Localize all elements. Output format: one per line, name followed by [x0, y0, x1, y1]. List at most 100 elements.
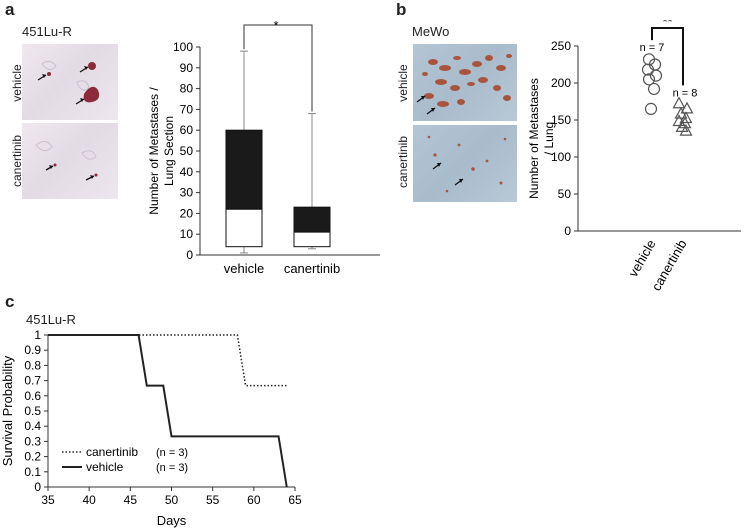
km-curve-canertinib: [48, 334, 287, 387]
micrograph-b-canertinib: [413, 125, 517, 202]
box-lower-canertinib: [293, 231, 331, 248]
x-tick-label: 55: [206, 493, 220, 507]
y-tick-label: 80: [180, 82, 194, 96]
stain-spot: [88, 62, 96, 70]
arrow-icon: [75, 98, 85, 105]
y-tick-label: 0.6: [24, 389, 41, 403]
panel-a-letter: a: [5, 0, 15, 19]
legend-n-vehicle: (n = 3): [156, 462, 188, 474]
label-a-canertinib: canertinib: [10, 134, 24, 188]
box-upper-canertinib: [293, 206, 331, 233]
significance-bracket-a: [243, 24, 313, 112]
y-tick-label: 30: [180, 186, 194, 200]
y-tick-label: 50: [558, 187, 572, 201]
panel-b-letter: b: [396, 0, 407, 19]
y-tick-label: 0.7: [24, 374, 41, 388]
y-tick-label: 0: [186, 248, 193, 262]
y-tick-label: 0.1: [24, 465, 41, 479]
y-tick-label: 40: [180, 165, 194, 179]
panel-a-cell-line: 451Lu-R: [22, 24, 72, 39]
arrow-icon: [432, 162, 442, 170]
arrow-icon: [45, 165, 54, 171]
point-vehicle: [642, 73, 656, 86]
y-axis-label-line1: Number of Metastases: [527, 78, 541, 199]
legend-n-canertinib: (n = 3): [156, 447, 188, 459]
arrow-icon: [37, 74, 47, 81]
y-tick-label: 0.5: [24, 404, 41, 418]
x-tick-label: 65: [288, 493, 302, 507]
y-tick-label: 0.9: [24, 343, 41, 357]
panel-b-cell-line: MeWo: [412, 24, 450, 39]
point-vehicle: [649, 69, 663, 82]
stain-spot: [94, 173, 98, 177]
y-tick-label: 0.3: [24, 434, 41, 448]
km-curve-vehicle: [48, 334, 288, 488]
dot-plot-b: 0 50 100 150 200 250 Number of Metastases / Lun…: [527, 20, 741, 293]
panel-c-letter: c: [5, 292, 15, 311]
y-axis-label: Survival Probability: [0, 355, 15, 466]
significance-a: *: [273, 20, 278, 33]
arrow-icon: [454, 178, 464, 186]
legend: canertinib (n = 3) vehicle (n = 3): [62, 445, 188, 474]
y-tick-label: 70: [180, 102, 194, 116]
y-tick-label: 0.4: [24, 419, 41, 433]
point-canertinib: [672, 96, 686, 109]
point-canertinib: [679, 111, 693, 124]
arrow-icon: [79, 66, 89, 73]
arrow-icon: [416, 95, 426, 103]
x-tick-label: 60: [247, 493, 261, 507]
box-plot-a: 0 10 20 30 40 50 60 70 80 90 100 Number of Metastas…: [147, 20, 380, 276]
y-tick-label: 0: [34, 480, 41, 494]
y-tick-label: 200: [551, 76, 571, 90]
y-tick-label: 1: [34, 328, 41, 342]
y-axis-label-line1: Number of Metastases /: [147, 87, 161, 215]
y-tick-label: 150: [551, 113, 571, 127]
y-tick-label: 100: [173, 40, 193, 54]
x-tick-label: canertinib: [284, 261, 340, 276]
y-tick-label: 0.8: [24, 358, 41, 372]
y-tick-label: 20: [180, 206, 194, 220]
x-axis-label: Days: [157, 513, 187, 528]
y-axis-label-line2: Lung Section: [162, 116, 176, 186]
micrograph-b-vehicle: [413, 44, 517, 121]
arrow-icon: [85, 175, 95, 181]
significance-bracket-b: [651, 27, 684, 86]
x-tick-label: 35: [41, 493, 55, 507]
stain-spot: [83, 86, 100, 103]
y-tick-label: 10: [180, 227, 194, 241]
significance-b: **: [662, 20, 672, 29]
micrograph-a-vehicle: [22, 44, 118, 120]
legend-name-vehicle: vehicle: [86, 460, 124, 474]
n-label-vehicle: n = 7: [640, 42, 665, 54]
point-canertinib: [679, 123, 693, 136]
label-a-vehicle: vehicle: [10, 64, 24, 102]
y-tick-label: 60: [180, 123, 194, 137]
point-canertinib: [672, 114, 686, 127]
stain-spot: [47, 72, 51, 76]
panel-c-cell-line: 451Lu-R: [26, 312, 76, 327]
x-tick-label: 50: [165, 493, 179, 507]
y-tick-label: 50: [180, 144, 194, 158]
point-vehicle: [641, 63, 655, 76]
legend-name-canertinib: canertinib: [86, 445, 138, 459]
y-tick-label: 90: [180, 61, 194, 75]
point-vehicle: [644, 102, 658, 116]
box-upper-vehicle: [225, 129, 263, 210]
x-tick-label: 40: [82, 493, 96, 507]
label-b-vehicle: vehicle: [396, 64, 410, 102]
micrograph-a-canertinib: [22, 123, 118, 199]
y-tick-label: 250: [551, 39, 571, 53]
label-b-canertinib: canertinib: [396, 135, 410, 189]
stain-spot: [53, 163, 57, 167]
point-vehicle: [647, 82, 661, 96]
arrow-icon: [426, 107, 436, 115]
y-tick-label: 0: [564, 224, 571, 238]
x-tick-label: vehicle: [224, 261, 264, 276]
point-canertinib: [680, 101, 694, 114]
km-plot-c: 00.10.2 0.30.40.50.60.7 0.80.91 35 40 45 50 55 6…: [0, 328, 302, 528]
y-tick-label: 100: [551, 150, 571, 164]
x-tick-label: 45: [124, 493, 138, 507]
y-tick-label: 0.2: [24, 450, 41, 464]
x-tick-label: vehicle: [625, 237, 658, 280]
n-label-canertinib: n = 8: [673, 87, 698, 99]
